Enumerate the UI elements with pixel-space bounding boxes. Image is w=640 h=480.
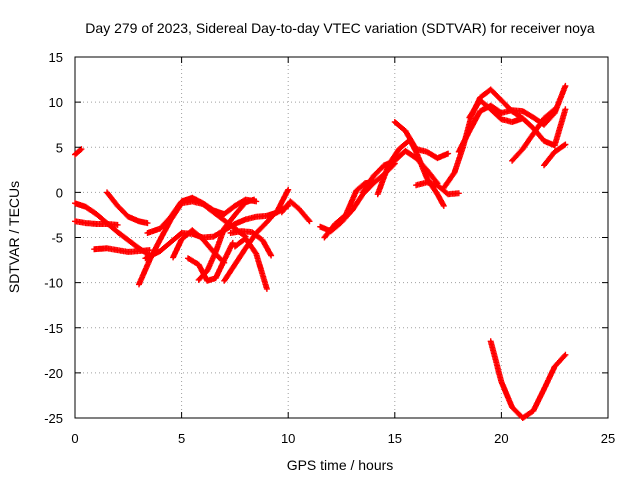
series-trace-3 — [72, 218, 121, 228]
x-axis-label: GPS time / hours — [287, 457, 394, 473]
x-tick-label: 20 — [494, 431, 508, 446]
series-markers — [466, 97, 569, 149]
series-trace-1 — [72, 146, 85, 158]
x-tick-label: 10 — [281, 431, 295, 446]
series-trace-9 — [170, 227, 228, 266]
x-axis-ticks: 0 5 10 15 20 25 — [71, 57, 615, 446]
series-markers — [227, 228, 275, 259]
series-trace-24 — [466, 97, 569, 149]
y-tick-label: 15 — [49, 50, 63, 65]
series-markers — [72, 218, 121, 228]
y-tick-label: -5 — [51, 231, 63, 246]
series-markers — [541, 141, 569, 169]
series-markers — [391, 119, 452, 162]
series-markers — [144, 194, 260, 236]
series-markers — [91, 245, 153, 255]
y-axis-label: SDTVAR / TECUs — [6, 181, 22, 293]
x-tick-label: 5 — [178, 431, 185, 446]
series-trace-27 — [487, 338, 569, 421]
series-markers — [231, 235, 270, 292]
series-trace-5 — [91, 245, 153, 255]
series-trace-13 — [231, 235, 270, 292]
plot-border — [74, 56, 609, 419]
series-trace-7 — [144, 194, 260, 236]
series-trace-20 — [391, 119, 452, 162]
series-markers — [278, 198, 313, 225]
series-markers — [374, 137, 447, 209]
y-tick-label: 0 — [56, 185, 63, 200]
y-tick-label: -20 — [44, 366, 63, 381]
series-trace-11 — [185, 239, 236, 284]
plot-area — [74, 56, 609, 419]
series-trace-10 — [195, 196, 258, 283]
series-markers — [72, 146, 85, 158]
series-markers — [487, 338, 569, 421]
data-series — [72, 82, 569, 421]
y-tick-label: 10 — [49, 95, 63, 110]
y-tick-label: -15 — [44, 321, 63, 336]
series-trace-14 — [221, 186, 292, 284]
series-trace-26 — [541, 141, 569, 169]
y-axis-ticks: -25 -20 -15 -10 -5 0 5 10 15 — [44, 50, 608, 426]
grid-lines — [75, 57, 608, 418]
series-markers — [185, 239, 236, 284]
y-tick-label: -10 — [44, 276, 63, 291]
series-trace-15 — [278, 198, 313, 225]
series-trace-19 — [374, 137, 447, 209]
y-tick-label: -25 — [44, 411, 63, 426]
y-tick-label: 5 — [56, 140, 63, 155]
x-tick-label: 0 — [71, 431, 78, 446]
series-markers — [170, 227, 228, 266]
series-markers — [195, 196, 258, 283]
series-trace-12 — [227, 228, 275, 259]
series-trace-4 — [104, 189, 151, 227]
chart-title: Day 279 of 2023, Sidereal Day-to-day VTE… — [85, 20, 595, 36]
x-tick-label: 25 — [601, 431, 615, 446]
series-markers — [221, 186, 292, 284]
series-trace-25 — [509, 106, 558, 164]
x-tick-label: 15 — [388, 431, 402, 446]
series-markers — [509, 106, 558, 164]
series-markers — [104, 189, 151, 227]
